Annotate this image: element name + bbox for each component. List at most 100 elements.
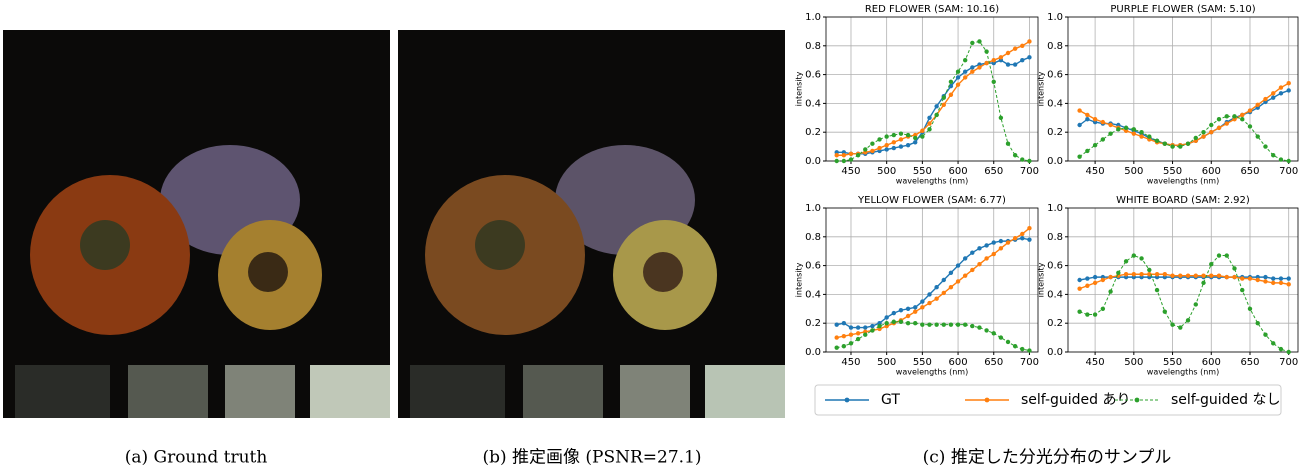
data-point — [842, 159, 846, 163]
data-point — [927, 116, 931, 120]
data-point — [913, 321, 917, 325]
data-point — [920, 134, 924, 138]
data-point — [1013, 62, 1017, 66]
data-point — [963, 70, 967, 74]
data-point — [877, 146, 881, 150]
data-point — [992, 240, 996, 244]
data-point — [927, 322, 931, 326]
data-point — [906, 133, 910, 137]
x-tick-label: 700 — [1279, 166, 1298, 177]
data-point — [835, 159, 839, 163]
y-tick-label: 0.4 — [1047, 289, 1063, 300]
data-point — [1287, 159, 1291, 163]
data-point — [1240, 288, 1244, 292]
y-tick-label: 0.4 — [805, 98, 821, 109]
data-point — [1279, 85, 1283, 89]
x-tick-label: 600 — [949, 357, 968, 368]
data-point — [1027, 237, 1031, 241]
data-point — [1132, 131, 1136, 135]
data-point — [1279, 157, 1283, 161]
data-point — [1240, 276, 1244, 280]
data-point — [1248, 307, 1252, 311]
data-point — [984, 328, 988, 332]
data-point — [963, 58, 967, 62]
data-point — [1013, 153, 1017, 157]
data-point — [999, 239, 1003, 243]
chart-title: YELLOW FLOWER (SAM: 6.77) — [857, 195, 1006, 206]
data-point — [956, 263, 960, 267]
data-point — [1101, 307, 1105, 311]
legend-marker — [985, 398, 990, 403]
data-point — [913, 136, 917, 140]
data-point — [1287, 88, 1291, 92]
data-point — [856, 331, 860, 335]
chart: 0.00.20.40.60.81.0450500550600650700RED … — [795, 4, 1039, 186]
image-estimated — [398, 30, 785, 418]
data-point — [849, 157, 853, 161]
data-point — [1132, 253, 1136, 257]
data-point — [942, 322, 946, 326]
data-point — [1279, 91, 1283, 95]
data-point — [1020, 44, 1024, 48]
data-point — [1271, 95, 1275, 99]
data-point — [1186, 142, 1190, 146]
data-point — [1201, 281, 1205, 285]
data-point — [1101, 120, 1105, 124]
data-point — [1085, 149, 1089, 153]
data-point — [1077, 286, 1081, 290]
data-point — [1020, 232, 1024, 236]
data-point — [956, 82, 960, 86]
data-point — [1194, 136, 1198, 140]
x-axis-label: wavelengths (nm) — [1147, 177, 1219, 186]
data-point — [984, 243, 988, 247]
data-point — [1093, 275, 1097, 279]
data-point — [1279, 347, 1283, 351]
y-tick-label: 0.2 — [1047, 127, 1063, 138]
data-point — [1077, 309, 1081, 313]
data-point — [1170, 273, 1174, 277]
data-point — [1248, 124, 1252, 128]
data-point — [835, 335, 839, 339]
data-point — [934, 322, 938, 326]
y-tick-label: 0.8 — [1047, 41, 1063, 52]
data-point — [934, 113, 938, 117]
data-point — [1271, 91, 1275, 95]
data-point — [1209, 123, 1213, 127]
data-point — [913, 140, 917, 144]
data-point — [1077, 154, 1081, 158]
legend-marker — [845, 398, 850, 403]
data-point — [934, 297, 938, 301]
data-point — [1108, 123, 1112, 127]
data-point — [1232, 275, 1236, 279]
data-point — [849, 325, 853, 329]
data-point — [977, 325, 981, 329]
data-point — [1006, 62, 1010, 66]
x-tick-label: 450 — [1086, 166, 1105, 177]
data-point — [835, 322, 839, 326]
caption: (b) 推定画像 (PSNR=27.1) — [482, 448, 701, 468]
data-point — [949, 271, 953, 275]
data-point — [863, 325, 867, 329]
legend-label: self-guided あり — [1021, 392, 1131, 408]
data-point — [927, 301, 931, 305]
data-point — [1163, 309, 1167, 313]
data-point — [1006, 340, 1010, 344]
x-tick-label: 450 — [841, 166, 860, 177]
data-point — [842, 344, 846, 348]
data-point — [956, 322, 960, 326]
data-point — [1217, 273, 1221, 277]
data-point — [899, 308, 903, 312]
data-point — [1027, 348, 1031, 352]
y-tick-label: 0.0 — [805, 347, 821, 358]
legend-label: self-guided なし — [1171, 392, 1281, 408]
data-point — [1124, 126, 1128, 130]
data-point — [884, 147, 888, 151]
x-tick-label: 600 — [949, 166, 968, 177]
data-point — [1256, 134, 1260, 138]
data-point — [1263, 333, 1267, 337]
data-point — [1101, 137, 1105, 141]
chart-title: RED FLOWER (SAM: 10.16) — [865, 4, 999, 15]
x-tick-label: 500 — [1124, 357, 1143, 368]
